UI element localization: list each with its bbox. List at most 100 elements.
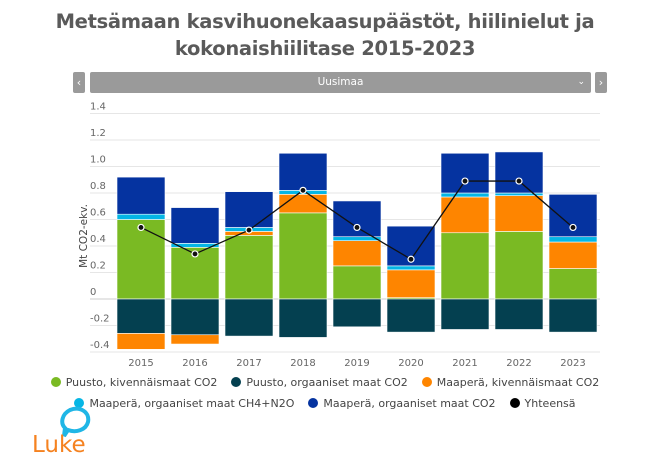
bar-maapera_org_co2-2022[interactable] <box>494 151 544 194</box>
bar-maapera_org_ch4-2020[interactable] <box>386 265 436 271</box>
total-point-2020[interactable] <box>407 255 415 263</box>
legend-item-maapera_org_co2[interactable]: Maaperä, orgaaniset maat CO2 <box>308 397 496 410</box>
region-dropdown-value: Uusimaa <box>317 76 364 88</box>
y-tick-label: 1.0 <box>90 155 106 166</box>
chart-title: Metsämaan kasvihuonekaasupäästöt, hiilin… <box>0 8 650 62</box>
legend-dot-icon <box>74 398 85 408</box>
bar-puusto_org-2020[interactable] <box>386 298 436 333</box>
y-tick-label: 0.2 <box>90 261 106 272</box>
bar-maapera_kiv-2021[interactable] <box>440 196 490 234</box>
total-point-2023[interactable] <box>569 223 577 232</box>
chevron-down-icon: ⌄ <box>577 77 585 87</box>
y-axis-label: Mt CO2-ekv. <box>78 204 90 268</box>
total-line <box>137 177 577 263</box>
bar-puusto_org-2017[interactable] <box>224 298 274 337</box>
previous-region-button[interactable]: ‹ <box>73 72 85 93</box>
logo-text: Luke <box>32 432 86 458</box>
bar-maapera_kiv-2023[interactable] <box>548 241 598 269</box>
bar-maapera_kiv-2018[interactable] <box>278 194 328 214</box>
chart-title-line2: kokonaishiilitase 2015-2023 <box>174 37 476 60</box>
bar-maapera_org_co2-2017[interactable] <box>224 191 274 228</box>
x-tick-label: 2016 <box>182 358 207 369</box>
legend-dot-icon <box>308 398 319 408</box>
bar-maapera_org_co2-2021[interactable] <box>440 152 490 194</box>
total-point-2022[interactable] <box>515 177 523 185</box>
bar-puusto_kiv-2022[interactable] <box>494 231 544 300</box>
bar-puusto_org-2016[interactable] <box>170 298 220 336</box>
bar-maapera_kiv-2015[interactable] <box>116 333 166 350</box>
x-tick-label: 2017 <box>236 358 261 369</box>
x-axis-ticks: 2015 2016 2017 2018 2019 2020 2021 2022 2023 <box>128 358 585 369</box>
bar-puusto_org-2023[interactable] <box>548 298 598 333</box>
chevron-left-icon: ‹ <box>76 76 82 89</box>
bar-maapera_kiv-2019[interactable] <box>332 240 382 267</box>
y-tick-label: 0 <box>90 287 96 298</box>
bar-puusto_kiv-2017[interactable] <box>224 235 274 300</box>
y-tick-label: 0.4 <box>90 234 106 245</box>
legend-label: Puusto, kivennäismaat CO2 <box>65 376 218 389</box>
chart-title-line1: Metsämaan kasvihuonekaasupäästöt, hiilin… <box>55 10 595 33</box>
total-point-2017[interactable] <box>245 226 253 234</box>
bar-puusto_org-2022[interactable] <box>494 298 544 330</box>
legend-item-maapera_org_ch4[interactable]: Maaperä, orgaaniset maat CH4+N2O <box>74 397 294 410</box>
next-region-button[interactable]: › <box>595 72 607 93</box>
legend-dot-icon <box>50 377 61 387</box>
x-tick-label: 2019 <box>344 358 369 369</box>
x-tick-label: 2021 <box>452 358 477 369</box>
legend-label: Yhteensä <box>524 397 576 410</box>
bar-maapera_org_ch4-2021[interactable] <box>440 192 490 198</box>
x-tick-label: 2022 <box>506 358 531 369</box>
bar-puusto_kiv-2021[interactable] <box>440 232 490 300</box>
leaf-icon <box>60 406 91 438</box>
total-point-2018[interactable] <box>299 186 307 194</box>
bar-maapera_kiv-2020[interactable] <box>386 269 436 298</box>
y-tick-label: -0.2 <box>90 314 110 325</box>
x-tick-label: 2015 <box>128 358 153 369</box>
total-point-2016[interactable] <box>191 250 199 258</box>
bar-puusto_org-2019[interactable] <box>332 298 382 328</box>
bars <box>116 151 598 350</box>
region-dropdown[interactable]: Uusimaa ⌄ <box>90 72 591 93</box>
bar-maapera_kiv-2022[interactable] <box>494 195 544 232</box>
y-tick-label: 0.6 <box>90 208 106 219</box>
bar-puusto_kiv-2015[interactable] <box>116 219 166 300</box>
bar-puusto_kiv-2023[interactable] <box>548 268 598 300</box>
bar-puusto_org-2015[interactable] <box>116 298 166 334</box>
legend-dot-icon <box>421 377 432 387</box>
bar-puusto_org-2021[interactable] <box>440 298 490 330</box>
y-tick-label: 1.4 <box>90 102 106 113</box>
legend-item-puusto_org[interactable]: Puusto, orgaaniset maat CO2 <box>231 376 408 389</box>
legend-item-yhteensa[interactable]: Yhteensä <box>509 397 576 410</box>
legend-item-puusto_kiv[interactable]: Puusto, kivennäismaat CO2 <box>50 376 218 389</box>
y-axis-ticks: -0.4 -0.2 0 0.2 0.4 0.6 0.8 1.0 1.2 1.4 <box>90 102 110 352</box>
legend-label: Maaperä, orgaaniset maat CH4+N2O <box>89 397 295 410</box>
chevron-right-icon: › <box>598 76 604 89</box>
bar-maapera_org_co2-2018[interactable] <box>278 152 328 191</box>
bar-maapera_org_ch4-2015[interactable] <box>116 213 166 220</box>
bar-puusto_kiv-2019[interactable] <box>332 265 382 300</box>
bar-maapera_kiv-2016[interactable] <box>170 334 220 345</box>
luke-logo: Luke <box>32 406 91 458</box>
legend-label: Maaperä, kivennäismaat CO2 <box>436 376 600 389</box>
legend-label: Maaperä, orgaaniset maat CO2 <box>323 397 496 410</box>
legend-row-2: Maaperä, orgaaniset maat CH4+N2O Maaperä,… <box>0 397 650 410</box>
legend-dot-icon <box>509 398 520 408</box>
total-point-2015[interactable] <box>137 223 145 232</box>
x-tick-label: 2020 <box>398 358 423 369</box>
legend-row-1: Puusto, kivennäismaat CO2 Puusto, orgaani… <box>0 376 650 389</box>
y-tick-label: -0.4 <box>90 340 110 351</box>
bar-maapera_org_ch4-2023[interactable] <box>548 236 598 243</box>
bar-maapera_org_co2-2015[interactable] <box>116 176 166 215</box>
bar-maapera_org_co2-2016[interactable] <box>170 207 220 244</box>
legend-label: Puusto, orgaaniset maat CO2 <box>246 376 408 389</box>
x-tick-label: 2023 <box>560 358 585 369</box>
y-tick-label: 1.2 <box>90 128 106 139</box>
x-tick-label: 2018 <box>290 358 315 369</box>
bar-puusto_kiv-2018[interactable] <box>278 212 328 300</box>
legend-item-maapera_kiv[interactable]: Maaperä, kivennäismaat CO2 <box>421 376 600 389</box>
total-point-2021[interactable] <box>461 177 469 185</box>
bar-puusto_org-2018[interactable] <box>278 298 328 338</box>
bar-maapera_org_co2-2019[interactable] <box>332 200 382 238</box>
total-point-2019[interactable] <box>353 223 361 232</box>
